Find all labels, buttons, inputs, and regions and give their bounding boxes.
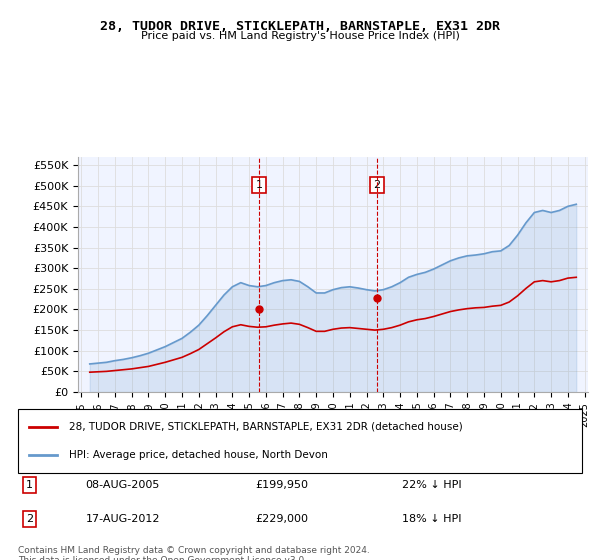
Text: 2: 2 (26, 514, 33, 524)
Text: 28, TUDOR DRIVE, STICKLEPATH, BARNSTAPLE, EX31 2DR: 28, TUDOR DRIVE, STICKLEPATH, BARNSTAPLE… (100, 20, 500, 32)
Text: 1: 1 (256, 180, 263, 190)
Text: 1: 1 (26, 480, 33, 490)
Text: £199,950: £199,950 (255, 480, 308, 490)
Text: 2: 2 (373, 180, 380, 190)
Text: 08-AUG-2005: 08-AUG-2005 (86, 480, 160, 490)
FancyBboxPatch shape (18, 409, 582, 473)
Text: HPI: Average price, detached house, North Devon: HPI: Average price, detached house, Nort… (69, 450, 328, 460)
Text: 17-AUG-2012: 17-AUG-2012 (86, 514, 160, 524)
Text: 18% ↓ HPI: 18% ↓ HPI (401, 514, 461, 524)
Text: Contains HM Land Registry data © Crown copyright and database right 2024.
This d: Contains HM Land Registry data © Crown c… (18, 546, 370, 560)
Text: £229,000: £229,000 (255, 514, 308, 524)
Text: 28, TUDOR DRIVE, STICKLEPATH, BARNSTAPLE, EX31 2DR (detached house): 28, TUDOR DRIVE, STICKLEPATH, BARNSTAPLE… (69, 422, 463, 432)
Text: Price paid vs. HM Land Registry's House Price Index (HPI): Price paid vs. HM Land Registry's House … (140, 31, 460, 41)
Text: 22% ↓ HPI: 22% ↓ HPI (401, 480, 461, 490)
